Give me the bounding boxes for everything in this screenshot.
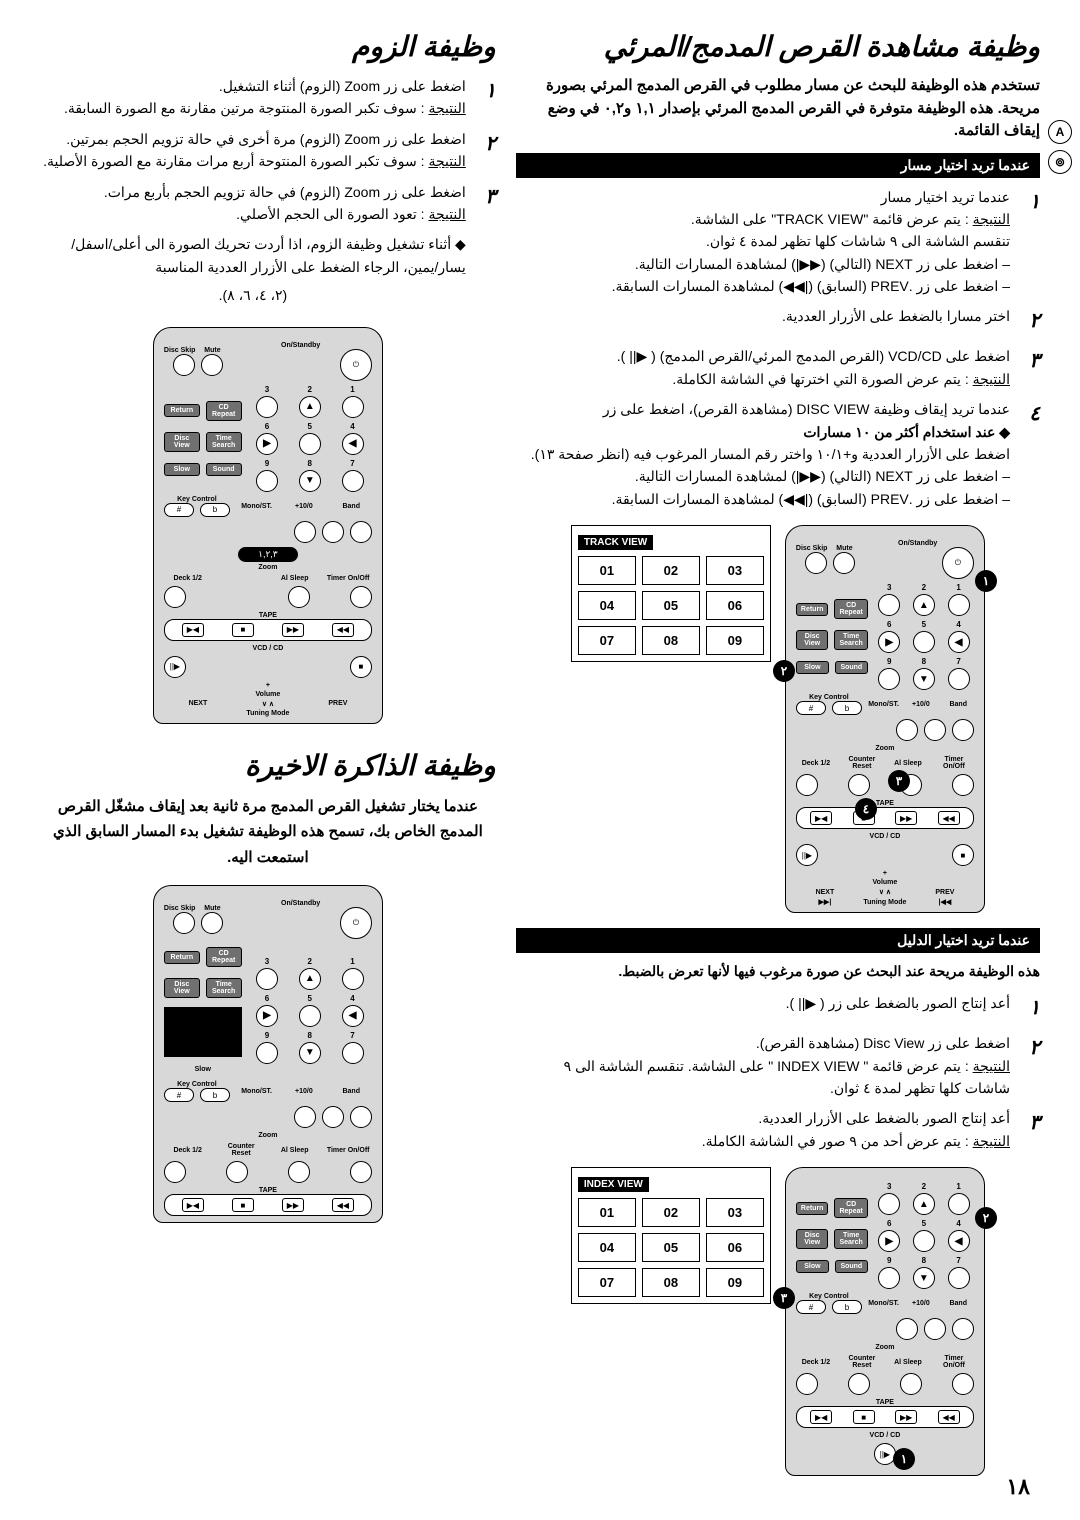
zoom-highlight-label: ١,٢,٣ bbox=[238, 547, 298, 562]
remote-diagram-2: 1 2▲ 3 4◀ 5 6▶ 7 8▼ 9 CD RepeatReturn bbox=[785, 1167, 985, 1476]
callout-b2: ٢ bbox=[975, 1207, 997, 1229]
zoom-note2: (٢، ٤، ٦، ٨). bbox=[40, 284, 466, 306]
stepnum-3: ٣ bbox=[1020, 345, 1040, 390]
remote-diagram-1: On/Standby⏻ Mute Disc Skip 1 2▲ 3 4◀ 5 6… bbox=[785, 525, 985, 913]
memory-intro: عندما يختار تشغيل القرص المدمج مرة ثانية… bbox=[40, 794, 496, 871]
callout-b1: ١ bbox=[893, 1448, 915, 1470]
zoom-note1: ◆ أثناء تشغيل وظيفة الزوم، اذا أردت تحري… bbox=[40, 233, 466, 278]
remote-diagram-memory: On/Standby⏻ Mute Disc Skip 1 2▲ 3 4◀ 5 6… bbox=[153, 885, 383, 1223]
step4-text: عندما تريد إيقاف وظيفة DISC VIEW (مشاهدة… bbox=[516, 398, 1010, 510]
step2-text: اختر مسارا بالضغط على الأزرار العددية. bbox=[516, 305, 1010, 337]
title-disc-view: وظيفة مشاهدة القرص المدمج/المرئي bbox=[516, 30, 1040, 63]
remote-diagram-zoom: On/Standby⏻ Mute Disc Skip 1 2▲ 3 4◀ 5 6… bbox=[153, 327, 383, 724]
header-index-select: عندما تريد اختيار الدليل bbox=[516, 928, 1040, 953]
header-track-select: عندما تريد اختيار مسار bbox=[516, 153, 1040, 178]
stepnum-1: ١ bbox=[1020, 186, 1040, 298]
index-intro: هذه الوظيفة مريحة عند البحث عن صورة مرغو… bbox=[516, 961, 1040, 982]
page-number: ١٨ bbox=[1006, 1474, 1030, 1500]
title-zoom: وظيفة الزوم bbox=[40, 30, 496, 63]
intro-disc-view: تستخدم هذه الوظيفة للبحث عن مسار مطلوب ف… bbox=[516, 75, 1040, 143]
callout-1: ١ bbox=[975, 570, 997, 592]
callout-3: ٣ bbox=[888, 770, 910, 792]
index-view-screen: INDEX VIEW 01 02 03 04 05 06 07 08 09 bbox=[571, 1167, 771, 1304]
callout-2: ٢ bbox=[773, 660, 795, 682]
callout-4: ٤ bbox=[855, 798, 877, 820]
callout-b3: ٣ bbox=[773, 1287, 795, 1309]
sidebar-badge-disc: ⊚ bbox=[1048, 150, 1072, 174]
step1-text: عندما تريد اختيار مسار النتيجة : يتم عرض… bbox=[516, 186, 1010, 298]
step3-text: اضغط على VCD/CD (القرص المدمج المرئي/الق… bbox=[516, 345, 1010, 390]
stepnum-4: ٤ bbox=[1020, 398, 1040, 510]
title-memory: وظيفة الذاكرة الاخيرة bbox=[40, 749, 496, 782]
sidebar-badge-a: A bbox=[1048, 120, 1072, 144]
stepnum-2: ٢ bbox=[1020, 305, 1040, 337]
track-view-screen: TRACK VIEW 01 02 03 04 05 06 07 08 09 bbox=[571, 525, 771, 662]
